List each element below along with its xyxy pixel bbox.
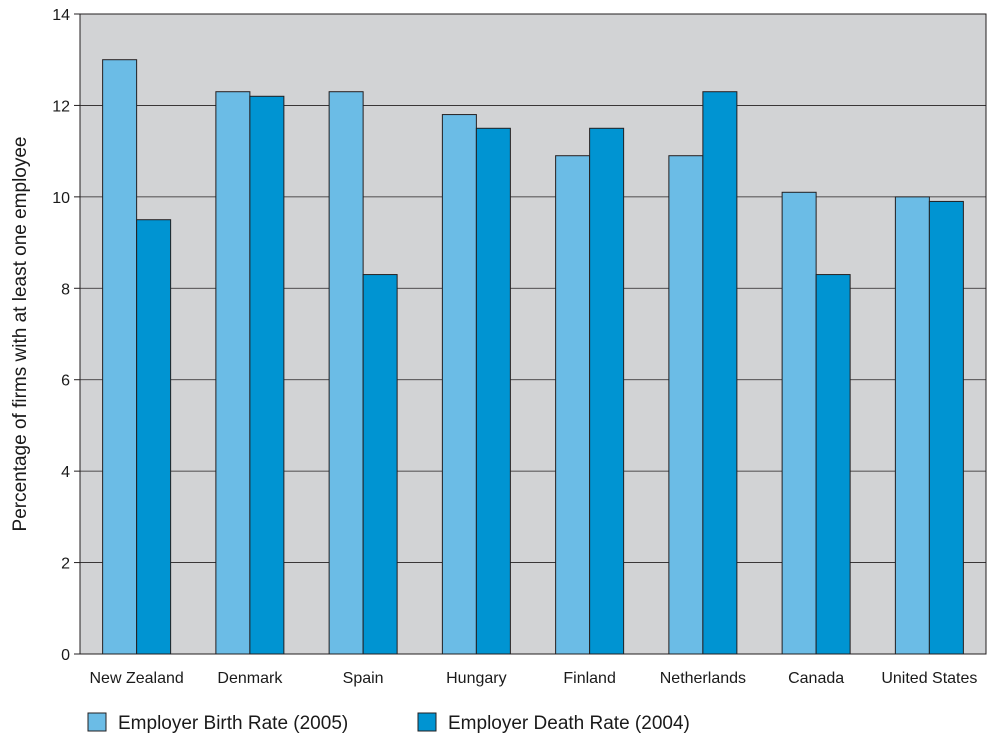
bar-death-rate-canada [815, 274, 851, 655]
bar-birth-rate-spain [328, 91, 364, 655]
bar-birth-rate-united-states [894, 196, 930, 655]
y-tick-label: 4 [61, 464, 70, 481]
y-tick-label: 2 [61, 556, 70, 573]
legend-swatch [417, 712, 437, 732]
y-tick-label: 8 [61, 281, 70, 298]
y-axis-ticks: 0 2 4 6 8 10 12 14 [52, 7, 80, 664]
bar-birth-rate-new-zealand [102, 59, 138, 655]
bar-birth-rate-denmark [215, 91, 251, 655]
bars [102, 59, 964, 655]
legend: Employer Birth Rate (2005) Employer Death… [87, 712, 690, 734]
bar-death-rate-new-zealand [136, 219, 172, 655]
y-axis-title: Percentage of firms with at least one em… [10, 137, 31, 532]
legend-label: Employer Death Rate (2004) [448, 713, 690, 734]
bar-birth-rate-canada [781, 191, 817, 655]
x-tick-label: United States [881, 670, 977, 687]
y-tick-label: 0 [61, 647, 70, 664]
x-tick-label: Hungary [446, 670, 506, 687]
x-tick-label: Netherlands [660, 670, 746, 687]
bar-death-rate-denmark [249, 95, 285, 655]
bar-death-rate-netherlands [702, 91, 738, 655]
bar-birth-rate-finland [555, 155, 591, 655]
plot-frame [79, 13, 987, 655]
bar-birth-rate-netherlands [668, 155, 704, 655]
legend-swatch [87, 712, 107, 732]
bar-death-rate-spain [362, 274, 398, 655]
bar-death-rate-united-states [928, 200, 964, 655]
x-axis-ticks: New Zealand Denmark Spain Hungary Finland Net… [89, 670, 977, 687]
bar-birth-rate-hungary [441, 114, 477, 655]
x-tick-label: New Zealand [89, 670, 183, 687]
x-tick-label: Finland [563, 670, 615, 687]
bar-death-rate-finland [589, 127, 625, 655]
bar-death-rate-hungary [475, 127, 511, 655]
x-tick-label: Spain [343, 670, 384, 687]
y-tick-label: 12 [52, 98, 70, 115]
y-tick-label: 14 [52, 7, 70, 24]
y-tick-label: 6 [61, 373, 70, 390]
x-tick-label: Denmark [217, 670, 283, 687]
x-tick-label: Canada [788, 670, 844, 687]
y-tick-label: 10 [52, 190, 70, 207]
legend-label: Employer Birth Rate (2005) [118, 713, 348, 734]
